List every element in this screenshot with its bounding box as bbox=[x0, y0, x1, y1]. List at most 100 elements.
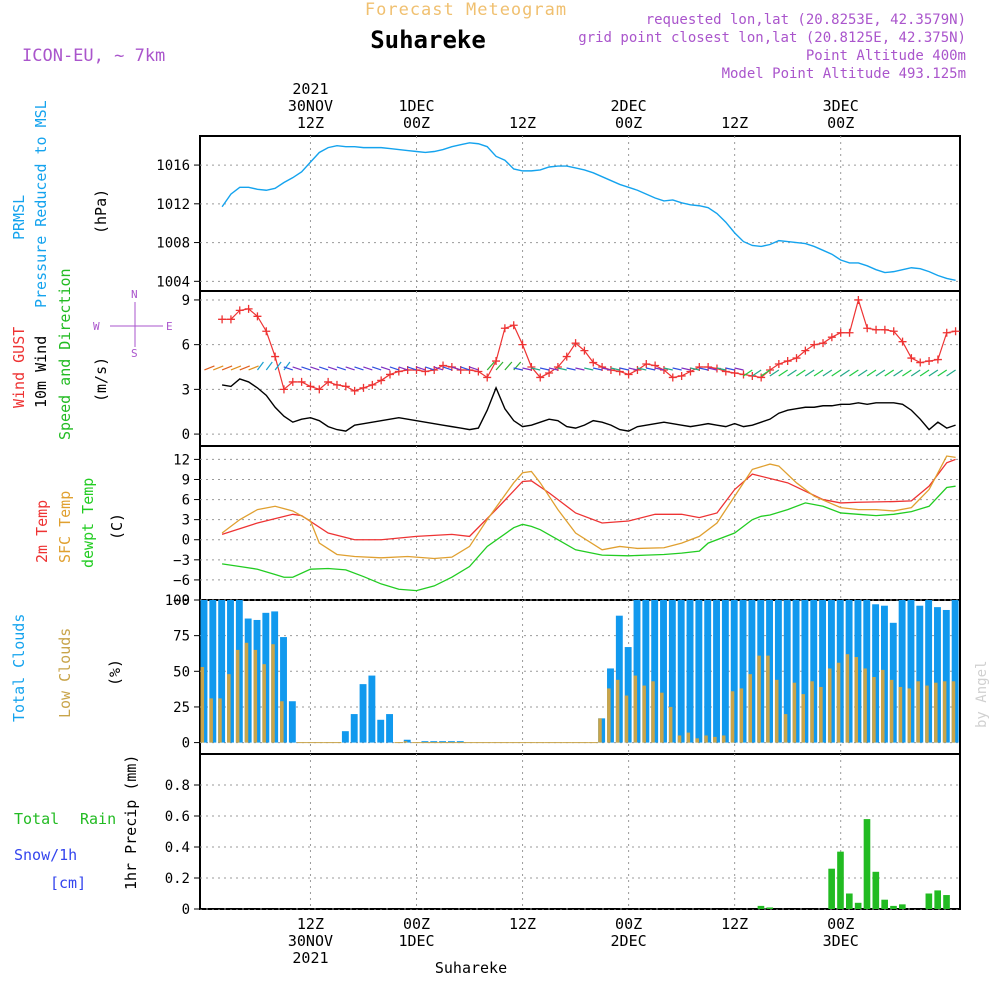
wind-direction-arrow bbox=[884, 369, 895, 377]
cloud-total-bar bbox=[651, 600, 659, 743]
time-label-bottom: 12Z bbox=[721, 915, 748, 933]
temp-axis-tick-label: −9 bbox=[173, 593, 190, 609]
cloud-total-bar bbox=[739, 600, 747, 743]
gust-point bbox=[571, 339, 580, 348]
wind-direction-arrow bbox=[451, 366, 461, 371]
wind-direction-arrow bbox=[866, 369, 877, 377]
temp-axis-tick-label: −6 bbox=[173, 573, 190, 589]
pressure-unit: (hPa) bbox=[92, 189, 110, 234]
wind-direction-arrow bbox=[407, 366, 417, 371]
clouds-axis-tick-label: 100 bbox=[165, 593, 190, 609]
precip-label-cm: [cm] bbox=[50, 874, 86, 892]
wind-direction-arrow bbox=[663, 367, 673, 371]
gust-point bbox=[889, 327, 898, 336]
wind-direction-arrow bbox=[707, 367, 718, 371]
pressure-axis-tick-label: 1008 bbox=[156, 236, 190, 252]
wind-direction-arrow bbox=[548, 367, 559, 371]
wind-direction-arrow bbox=[495, 361, 504, 371]
rain-bar bbox=[881, 899, 888, 909]
wind-direction-arrow bbox=[566, 367, 576, 371]
wind-direction-arrow bbox=[336, 366, 347, 371]
forecast-title: Forecast Meteogram bbox=[365, 0, 567, 20]
cloud-low-bar bbox=[704, 735, 708, 743]
gust-point bbox=[509, 321, 518, 330]
cloud-total-bar bbox=[403, 739, 411, 743]
wind-direction-arrow bbox=[637, 367, 647, 371]
gust-point bbox=[359, 383, 368, 392]
cloud-low-bar bbox=[607, 688, 611, 743]
wind-direction-arrow bbox=[354, 366, 364, 371]
gust-point bbox=[827, 333, 836, 342]
gust-point bbox=[244, 304, 253, 313]
cloud-low-bar bbox=[271, 644, 275, 743]
cloud-low-bar bbox=[934, 682, 938, 743]
precip-panel bbox=[199, 753, 961, 910]
cloud-total-bar bbox=[792, 600, 800, 743]
time-label-bottom: 2DEC bbox=[611, 932, 647, 950]
cloud-total-bar bbox=[774, 600, 782, 743]
wind-direction-arrow bbox=[690, 367, 700, 371]
gust-point bbox=[677, 371, 686, 380]
time-label-bottom: 1DEC bbox=[398, 932, 434, 950]
gust-point bbox=[279, 385, 288, 394]
gust-point bbox=[880, 325, 889, 334]
wind-direction-arrow bbox=[274, 361, 282, 371]
rain-bar bbox=[899, 904, 906, 909]
gust-point bbox=[686, 367, 695, 376]
temp-label-sfc: SFC Temp bbox=[56, 491, 74, 563]
gust-point bbox=[668, 373, 677, 382]
gust-point bbox=[288, 377, 297, 386]
precip-label-snow: Snow/1h bbox=[14, 846, 77, 864]
cloud-total-bar bbox=[288, 701, 296, 743]
cloud-total-bar bbox=[783, 600, 791, 743]
wind-direction-arrow bbox=[327, 366, 338, 371]
wind-direction-arrow bbox=[522, 367, 532, 371]
compass-north: N bbox=[131, 288, 138, 301]
temp-label-2m: 2m Temp bbox=[33, 500, 51, 563]
cloud-low-bar bbox=[836, 662, 841, 743]
wind-direction-arrow bbox=[893, 369, 903, 377]
gust-point bbox=[730, 368, 739, 377]
wind-direction-arrow bbox=[292, 366, 302, 371]
wind-direction-arrow bbox=[822, 369, 833, 377]
clouds-axis-tick-label: 75 bbox=[173, 629, 190, 645]
gust-point bbox=[226, 315, 235, 324]
compass-south: S bbox=[131, 347, 138, 360]
cloud-low-bar bbox=[942, 681, 947, 743]
time-label-bottom: 00Z bbox=[615, 915, 642, 933]
time-label-top: 2021 bbox=[292, 80, 328, 98]
cloud-total-bar bbox=[430, 741, 438, 743]
cloud-total-bar bbox=[801, 600, 809, 743]
wind-direction-arrow bbox=[363, 366, 373, 371]
model-label: ICON-EU, ~ 7km bbox=[22, 46, 165, 66]
wind-direction-arrow bbox=[681, 367, 691, 371]
cloud-low-bar bbox=[227, 674, 231, 743]
cloud-total-bar bbox=[624, 647, 632, 743]
wind-direction-arrow bbox=[619, 367, 629, 371]
cloud-total-bar bbox=[227, 600, 234, 743]
wind-direction-arrow bbox=[840, 369, 850, 377]
gust-point bbox=[253, 312, 262, 321]
cloud-total-bar bbox=[925, 600, 933, 743]
wind-direction-arrow bbox=[849, 369, 859, 377]
cloud-total-bar bbox=[368, 675, 376, 743]
wind-direction-arrow bbox=[769, 369, 780, 377]
cloud-total-bar bbox=[280, 637, 287, 743]
wind-direction-arrow bbox=[584, 367, 594, 371]
wind-axis-tick-label: 0 bbox=[182, 427, 190, 443]
cloud-low-bar bbox=[854, 657, 859, 743]
gust-point bbox=[262, 327, 271, 336]
wind-direction-arrow bbox=[557, 367, 567, 371]
cloud-total-bar bbox=[209, 600, 217, 743]
compass-rose: N S W E bbox=[93, 288, 173, 360]
pressure-axis-tick-label: 1016 bbox=[156, 158, 190, 174]
cloud-low-bar bbox=[907, 688, 912, 743]
pressure-label-1: PRMSL bbox=[10, 195, 28, 240]
wind-direction-arrow bbox=[301, 366, 311, 371]
wind-axis-tick-label: 3 bbox=[182, 382, 190, 398]
cloud-total-bar bbox=[677, 600, 685, 743]
gust-point bbox=[783, 357, 792, 366]
wind-direction-arrow bbox=[539, 367, 550, 371]
wind-direction-arrow bbox=[345, 366, 355, 371]
